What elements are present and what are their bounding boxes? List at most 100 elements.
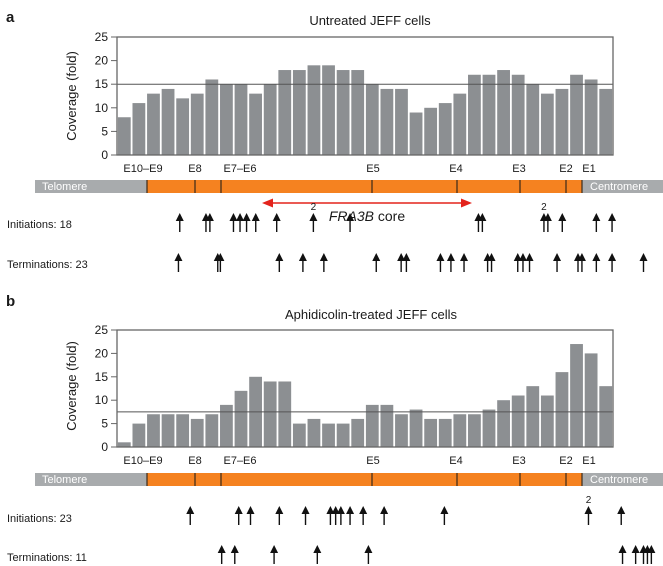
event-arrow <box>446 253 455 272</box>
event-arrow <box>525 253 534 272</box>
coverage-bar <box>147 93 160 155</box>
event-arrow <box>331 506 340 525</box>
event-arrow <box>460 253 469 272</box>
coverage-bar <box>468 414 481 447</box>
exon-label: E5 <box>366 455 379 467</box>
coverage-bar <box>249 93 262 155</box>
event-arrow <box>346 213 355 232</box>
coverage-bar <box>263 84 277 155</box>
coverage-bar <box>409 409 423 447</box>
panel-b-title: Aphidicolin-treated JEFF cells <box>285 307 457 322</box>
panel-b-telomere-label: Telomere <box>42 474 87 486</box>
coverage-bar <box>453 414 467 447</box>
panel-a-core-word: core <box>378 208 405 224</box>
coverage-bar <box>380 88 394 155</box>
event-arrow <box>229 213 238 232</box>
event-arrow <box>553 253 562 272</box>
panel-b-telomere-segment <box>35 473 147 486</box>
event-arrow <box>558 213 567 232</box>
coverage-bar <box>351 70 365 155</box>
coverage-bar <box>395 414 408 447</box>
coverage-bar <box>570 74 583 155</box>
y-tick-label: 25 <box>95 323 109 337</box>
coverage-bar <box>482 74 496 155</box>
panel-b-centromere-segment <box>582 473 663 486</box>
coverage-bar <box>322 423 335 447</box>
event-arrow <box>592 213 601 232</box>
y-tick-label: 15 <box>95 77 109 91</box>
event-arrow <box>336 506 345 525</box>
y-tick-label: 0 <box>101 440 108 454</box>
coverage-bar <box>161 88 175 155</box>
event-arrow <box>230 545 239 564</box>
coverage-bar <box>322 65 335 155</box>
event-arrow <box>346 506 355 525</box>
panel-b-plot-frame <box>116 329 614 448</box>
coverage-bar <box>161 414 175 447</box>
event-arrow <box>518 253 527 272</box>
coverage-bar <box>147 414 160 447</box>
coverage-bar <box>380 404 394 447</box>
coverage-bar <box>292 423 306 447</box>
coverage-bar <box>220 84 233 155</box>
panel-b-bars <box>117 344 613 447</box>
coverage-bar <box>190 418 204 447</box>
coverage-bar <box>176 414 190 447</box>
panel-a: a Untreated JEFF cells Coverage (fold) 0… <box>6 9 663 272</box>
coverage-bar <box>511 74 525 155</box>
panel-a-core-label: FRA3B core <box>329 208 405 224</box>
y-tick-label: 5 <box>101 417 108 431</box>
coverage-bar <box>234 84 248 155</box>
coverage-bar <box>526 386 540 447</box>
exon-label: E8 <box>188 455 201 467</box>
panel-b-exon-labels: E10–E9 E8 E7–E6 E5 E4 E3 E2 E1 <box>123 455 595 467</box>
event-arrow <box>513 253 522 272</box>
panel-a-core-arrow-left-head <box>262 198 273 208</box>
panel-b-terminations-label: Terminations: 11 <box>7 552 87 564</box>
panel-a-y-ticks: 0 5 10 15 20 25 <box>95 30 117 162</box>
panel-b: b Aphidicolin-treated JEFF cells Coverag… <box>6 293 663 564</box>
coverage-bar <box>176 98 190 155</box>
exon-label: E7–E6 <box>223 455 256 467</box>
event-arrow <box>174 253 183 272</box>
exon-label: E5 <box>366 163 379 175</box>
panel-a-title: Untreated JEFF cells <box>309 13 431 28</box>
panel-a-bars <box>117 65 613 155</box>
coverage-bar <box>395 88 408 155</box>
panel-a-fragile-site-segment <box>147 180 582 193</box>
event-arrow <box>618 545 627 564</box>
panel-b-exon-marks <box>146 473 583 486</box>
coverage-bar <box>409 112 423 155</box>
event-arrow <box>397 253 406 272</box>
coverage-bar <box>555 88 569 155</box>
arrow-count-label: 2 <box>586 495 592 506</box>
coverage-bar <box>278 70 292 155</box>
exon-label: E10–E9 <box>123 455 162 467</box>
event-arrow <box>313 545 322 564</box>
panel-a-core-arrow-right-head <box>461 198 472 208</box>
panel-a-letter: a <box>6 9 15 26</box>
coverage-bar <box>599 386 613 447</box>
coverage-bar <box>497 70 510 155</box>
event-arrow <box>326 506 335 525</box>
panel-b-termination-arrows <box>217 545 656 564</box>
panel-a-core-annotation: FRA3B core <box>262 198 472 224</box>
coverage-bar <box>351 418 365 447</box>
panel-a-telomere-segment <box>35 180 147 193</box>
y-tick-label: 20 <box>95 54 109 68</box>
event-arrow <box>301 506 310 525</box>
y-tick-label: 5 <box>101 124 108 138</box>
event-arrow <box>216 253 225 272</box>
exon-label: E1 <box>582 163 595 175</box>
event-arrow <box>359 506 368 525</box>
y-tick-label: 20 <box>95 346 109 360</box>
y-tick-label: 10 <box>95 393 109 407</box>
event-arrow <box>647 545 656 564</box>
coverage-bar <box>205 79 219 155</box>
exon-label: E7–E6 <box>223 163 256 175</box>
coverage-bar <box>365 404 379 447</box>
event-arrow <box>205 213 214 232</box>
event-arrow: 2 <box>584 495 593 525</box>
